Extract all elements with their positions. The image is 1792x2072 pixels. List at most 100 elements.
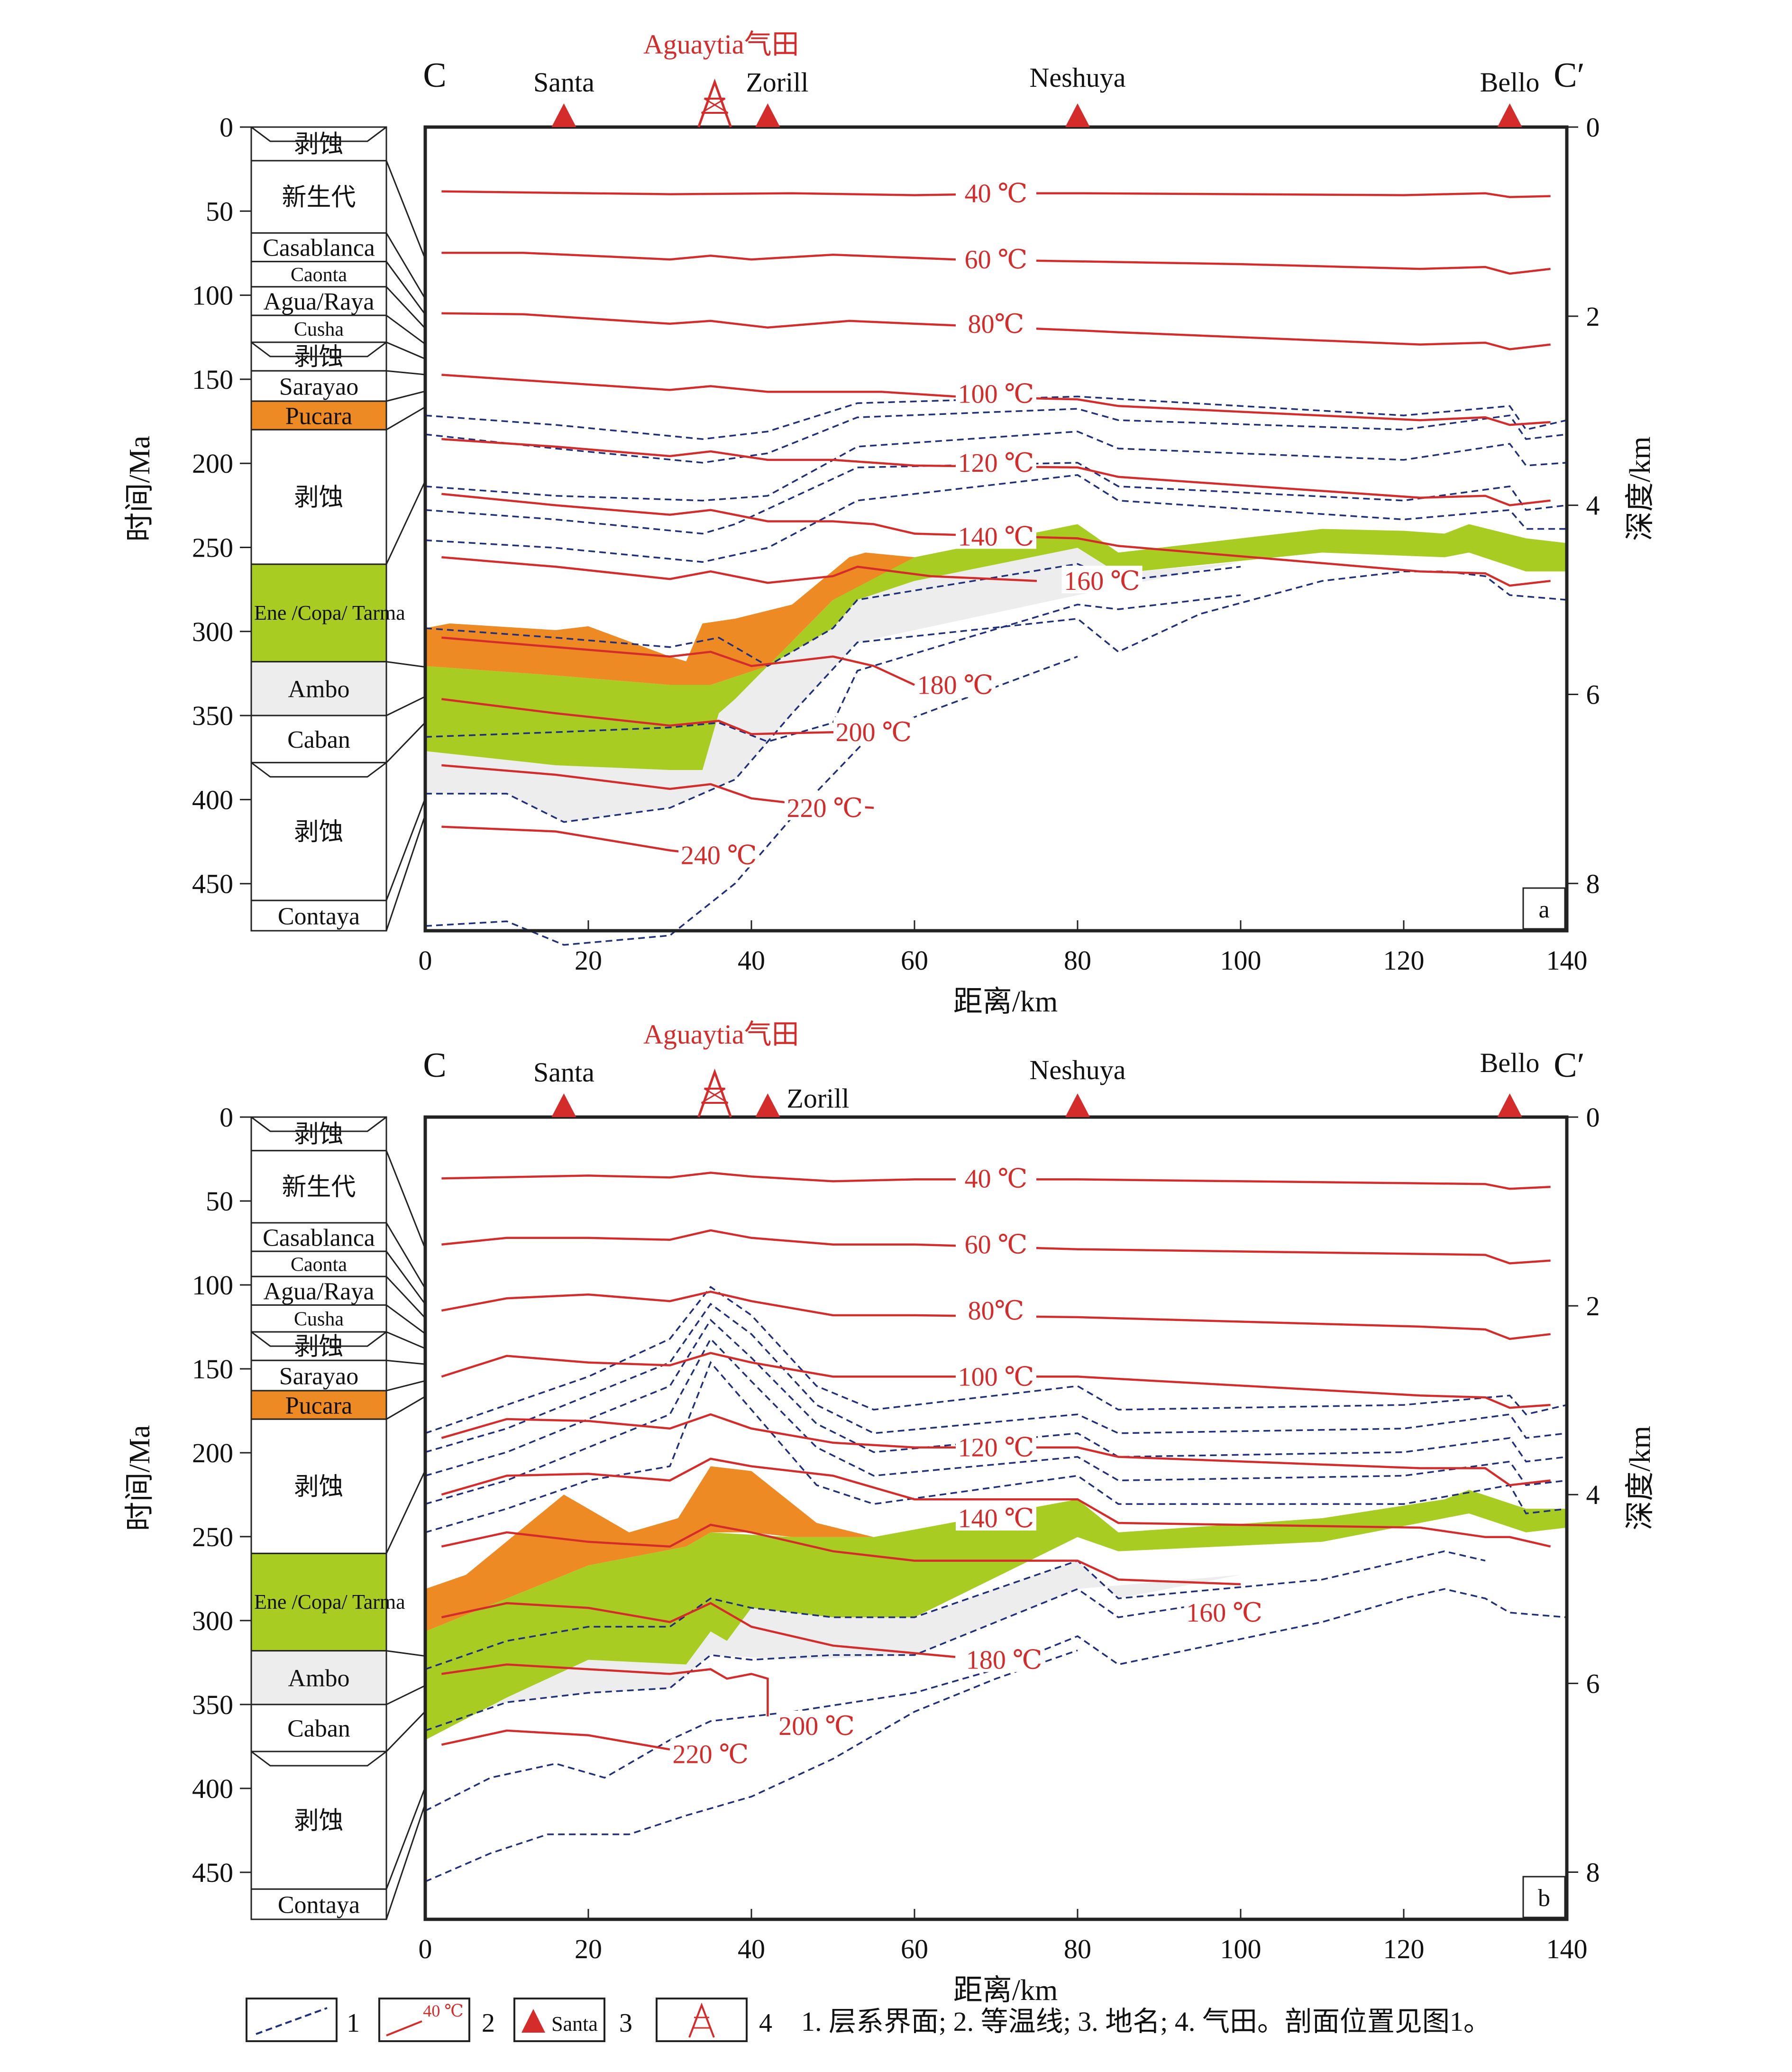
- strat-unit-label: Sarayao: [279, 1363, 358, 1390]
- x-tick-label: 60: [901, 945, 928, 976]
- horizon-line: [425, 462, 1567, 535]
- strat-unit-label: Ambo: [288, 676, 350, 703]
- depth-axis-label: 深度/km: [1624, 437, 1656, 541]
- isotherm-label-bg: [964, 1644, 1045, 1672]
- strat-connector: [386, 314, 426, 345]
- strat-unit-label: Pucara: [285, 1392, 352, 1419]
- strat-unit: [250, 1304, 387, 1333]
- strat-unit: [250, 232, 387, 263]
- isotherm-label-bg: [915, 669, 996, 697]
- isotherm-label: 80℃: [968, 1296, 1024, 1326]
- time-axis-label: 时间/Ma: [124, 436, 156, 542]
- isotherm-label: 220 ℃: [673, 1740, 749, 1769]
- time-tick-label: 50: [206, 196, 233, 227]
- strat-connector: [386, 1685, 426, 1705]
- strat-connector: [385, 1803, 426, 1920]
- pucara-unit-fill: [425, 1466, 874, 1632]
- horizon-line: [425, 656, 1078, 946]
- strat-unit: [250, 1390, 387, 1420]
- strat-connector: [386, 1304, 426, 1335]
- isotherm-label-bg: [1061, 566, 1143, 594]
- isotherm-line: [441, 312, 1551, 350]
- gasfield-label: Aguaytia气田: [643, 29, 799, 60]
- time-tick-label: 0: [219, 112, 233, 143]
- legend-derrick-icon: [688, 2002, 715, 2038]
- time-tick-label: 100: [192, 280, 233, 311]
- strat-connector: [386, 1396, 426, 1420]
- time-tick-label: 50: [206, 1186, 233, 1217]
- isotherm-label: 180 ℃: [966, 1646, 1042, 1675]
- isotherm-line: [441, 825, 711, 856]
- place-label: Santa: [533, 67, 594, 98]
- isotherm-line: [441, 698, 874, 743]
- x-tick-label: 40: [738, 1934, 765, 1964]
- isotherm-label: 140 ℃: [958, 522, 1034, 551]
- strat-unit: [250, 286, 387, 316]
- depth-tick-label: 0: [1586, 1102, 1600, 1133]
- strat-connector: [385, 722, 426, 763]
- strat-unit-label: Agua/Raya: [264, 1278, 375, 1305]
- strat-connector: [386, 390, 426, 402]
- strat-unit-label: 剥蚀: [294, 131, 343, 158]
- section-start-label: C: [423, 56, 446, 95]
- place-label: Bello: [1480, 1047, 1540, 1078]
- x-tick-label: 20: [575, 945, 602, 976]
- strat-unit-label: Contaya: [278, 903, 360, 930]
- erosion-chevron: [251, 1116, 387, 1132]
- strat-unit: [250, 1751, 387, 1890]
- strat-unit-label: 剥蚀: [294, 1333, 343, 1360]
- strat-unit: [250, 1275, 387, 1306]
- strat-connector: [385, 1276, 426, 1319]
- isotherm-label: 160 ℃: [1186, 1598, 1262, 1628]
- legend-number: 2: [482, 2008, 495, 2038]
- horizon-line: [425, 570, 1567, 823]
- isotherm-line: [441, 556, 1037, 584]
- place-label: Bello: [1480, 67, 1540, 98]
- strat-connector: [385, 480, 426, 565]
- place-marker-icon: [1497, 1093, 1522, 1117]
- strat-connector: [386, 1650, 426, 1657]
- section-start-label: C: [423, 1046, 446, 1085]
- legend-number: 1: [347, 2008, 360, 2038]
- isotherm-label-bg: [956, 1503, 1036, 1531]
- isotherm-line: [441, 1290, 1551, 1340]
- isotherm-label: 80℃: [968, 310, 1024, 339]
- strat-unit: [250, 1888, 387, 1920]
- strat-connector: [386, 1331, 426, 1349]
- isotherm-label-bg: [784, 792, 865, 820]
- strat-unit-label: Caonta: [291, 264, 347, 286]
- strat-unit-label: 剥蚀: [294, 344, 343, 371]
- derrick-brace: [704, 1088, 729, 1104]
- horizon-line: [425, 1650, 1078, 1883]
- strat-column: 剥蚀新生代CasablancaCaontaAgua/RayaCusha剥蚀Sar…: [250, 1116, 426, 1920]
- x-tick-label: 100: [1220, 945, 1262, 976]
- horizon-line: [425, 1361, 1567, 1533]
- erosion-chevron: [251, 126, 387, 142]
- isotherm-label-bg: [956, 308, 1036, 336]
- plot-frame: [423, 1115, 1569, 1921]
- strat-connector: [385, 232, 426, 299]
- strat-unit: [250, 1552, 387, 1652]
- panel-letter-box: [1522, 1876, 1566, 1918]
- strat-unit: [250, 1222, 387, 1252]
- depth-tick-label: 4: [1586, 1479, 1600, 1510]
- strat-unit-label: 剥蚀: [294, 484, 343, 511]
- time-tick-label: 300: [192, 616, 233, 647]
- strat-unit-label: Cusha: [294, 319, 344, 340]
- strat-unit-label: Caban: [287, 1715, 350, 1742]
- x-tick-label: 80: [1064, 1934, 1091, 1964]
- isotherm-line: [441, 438, 1551, 506]
- strat-unit-label: 剥蚀: [294, 1474, 343, 1501]
- time-tick-label: 150: [192, 1354, 233, 1384]
- isotherm-line: [441, 493, 1551, 587]
- isotherm-label: 180 ℃: [917, 671, 994, 700]
- place-marker-icon: [551, 1093, 576, 1117]
- isotherm-line: [441, 1523, 1241, 1586]
- strat-unit: [250, 370, 387, 402]
- erosion-chevron: [251, 1331, 387, 1347]
- time-tick-label: 250: [192, 1522, 233, 1552]
- place-marker-icon: [1065, 1093, 1090, 1117]
- horizon-line: [425, 1550, 1486, 1670]
